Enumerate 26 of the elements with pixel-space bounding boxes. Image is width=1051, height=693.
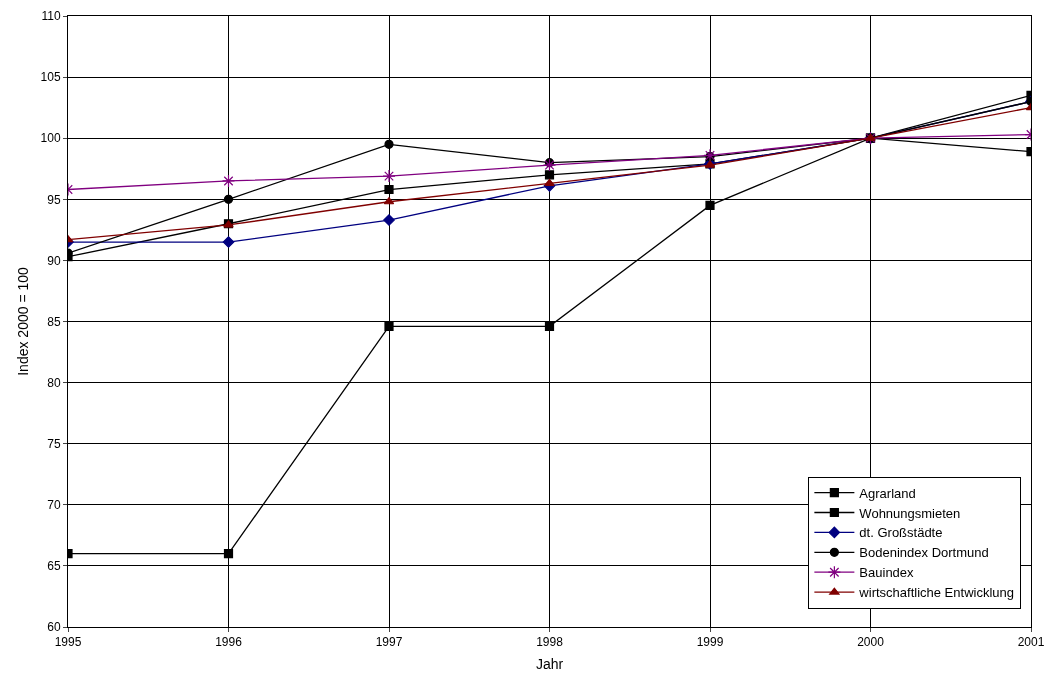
y-tick-label: 60 [47, 620, 61, 635]
y-tick-label: 90 [47, 253, 61, 268]
y-tick-label: 105 [40, 70, 61, 85]
x-tick-label: 1995 [54, 635, 82, 650]
y-tick-label: 100 [40, 131, 61, 146]
x-axis-title: Jahr [535, 655, 564, 672]
legend-label: wirtschaftliche Entwicklung [858, 585, 1014, 601]
y-tick-label: 110 [41, 9, 61, 24]
legend-label: dt. Großstädte [859, 525, 943, 541]
legend-label: Wohnungsmieten [859, 505, 961, 521]
y-tick-label: 70 [47, 498, 61, 512]
x-tick-label: 1996 [215, 635, 243, 650]
x-tick-label: 2001 [1017, 635, 1045, 650]
x-tick-label: 1999 [696, 635, 724, 650]
legend-label: Bodenindex Dortmund [859, 545, 989, 561]
y-tick-label: 75 [47, 436, 61, 451]
x-tick-label: 1997 [375, 635, 403, 650]
x-tick-label: 1998 [536, 635, 564, 650]
x-tick-label: 2000 [857, 635, 885, 650]
y-tick-label: 85 [47, 314, 61, 329]
y-axis-title: Index 2000 = 100 [15, 267, 32, 376]
y-tick-label: 65 [47, 559, 61, 574]
y-tick-label: 80 [47, 375, 61, 390]
legend-label: Bauindex [859, 565, 915, 581]
y-tick-label: 95 [47, 192, 61, 207]
legend-label: Agrarland [859, 485, 916, 501]
